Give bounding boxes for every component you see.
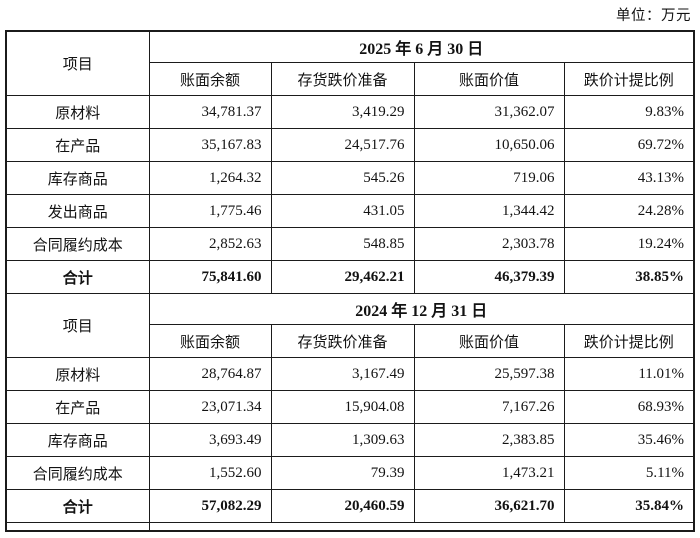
value-cell: 10,650.06 [413,128,565,162]
balance-cell: 35,167.83 [148,128,272,162]
table-row: 合同履约成本 2,852.63 548.85 2,303.78 19.24% [5,227,695,261]
column-header-item: 项目 [5,293,150,358]
section2-date-header: 2024 年 12 月 31 日 [148,293,695,325]
item-cell: 原材料 [5,95,150,129]
provision-cell: 24,517.76 [270,128,415,162]
table-row: 库存商品 1,264.32 545.26 719.06 43.13% [5,161,695,195]
ratio-cell: 68.93% [563,390,695,424]
section1-date-row: 项目 2025 年 6 月 30 日 [5,30,695,96]
column-header-ratio: 跌价计提比例 [563,62,695,96]
item-cell: 库存商品 [5,423,150,457]
column-header-value: 账面价值 [413,62,565,96]
partial-merged-cell [148,522,695,531]
total-ratio-cell: 38.85% [563,260,695,294]
value-cell: 2,383.85 [413,423,565,457]
column-header-value: 账面价值 [413,324,565,358]
column-header-provision: 存货跌价准备 [270,324,415,358]
ratio-cell: 69.72% [563,128,695,162]
provision-cell: 79.39 [270,456,415,490]
table-row: 原材料 34,781.37 3,419.29 31,362.07 9.83% [5,95,695,129]
ratio-cell: 19.24% [563,227,695,261]
item-cell: 原材料 [5,357,150,391]
ratio-cell: 43.13% [563,161,695,195]
total-label-cell: 合计 [5,489,150,523]
balance-cell: 34,781.37 [148,95,272,129]
provision-cell: 548.85 [270,227,415,261]
value-cell: 719.06 [413,161,565,195]
total-ratio-cell: 35.84% [563,489,695,523]
item-cell: 发出商品 [5,194,150,228]
provision-cell: 3,167.49 [270,357,415,391]
ratio-cell: 24.28% [563,194,695,228]
item-cell: 合同履约成本 [5,456,150,490]
item-cell: 在产品 [5,390,150,424]
section2-date-row: 项目 2024 年 12 月 31 日 [5,293,695,358]
value-cell: 7,167.26 [413,390,565,424]
item-cell: 库存商品 [5,161,150,195]
total-label-cell: 合计 [5,260,150,294]
provision-cell: 3,419.29 [270,95,415,129]
table-row: 合同履约成本 1,552.60 79.39 1,473.21 5.11% [5,456,695,490]
table-row: 发出商品 1,775.46 431.05 1,344.42 24.28% [5,194,695,228]
balance-cell: 23,071.34 [148,390,272,424]
balance-cell: 28,764.87 [148,357,272,391]
table-row: 在产品 35,167.83 24,517.76 10,650.06 69.72% [5,128,695,162]
balance-cell: 2,852.63 [148,227,272,261]
provision-cell: 431.05 [270,194,415,228]
balance-cell: 3,693.49 [148,423,272,457]
provision-cell: 1,309.63 [270,423,415,457]
partial-next-row [5,522,695,531]
balance-cell: 1,264.32 [148,161,272,195]
column-header-ratio: 跌价计提比例 [563,324,695,358]
value-cell: 25,597.38 [413,357,565,391]
balance-cell: 1,775.46 [148,194,272,228]
total-row: 合计 75,841.60 29,462.21 46,379.39 38.85% [5,260,695,294]
section2-subheader-row: 账面余额 存货跌价准备 账面价值 跌价计提比例 [6,324,695,358]
total-balance-cell: 75,841.60 [148,260,272,294]
total-value-cell: 36,621.70 [413,489,565,523]
unit-label: 单位：万元 [616,8,691,24]
ratio-cell: 11.01% [563,357,695,391]
ratio-cell: 5.11% [563,456,695,490]
table-row: 在产品 23,071.34 15,904.08 7,167.26 68.93% [5,390,695,424]
value-cell: 31,362.07 [413,95,565,129]
inventory-provision-table: 项目 2025 年 6 月 30 日 账面余额 存货跌价准备 账面价值 跌价计提… [5,30,696,532]
value-cell: 1,473.21 [413,456,565,490]
total-row: 合计 57,082.29 20,460.59 36,621.70 35.84% [5,489,695,523]
item-cell: 合同履约成本 [5,227,150,261]
column-header-item: 项目 [5,30,150,96]
total-provision-cell: 29,462.21 [270,260,415,294]
ratio-cell: 9.83% [563,95,695,129]
balance-cell: 1,552.60 [148,456,272,490]
total-balance-cell: 57,082.29 [148,489,272,523]
total-provision-cell: 20,460.59 [270,489,415,523]
provision-cell: 545.26 [270,161,415,195]
table-row: 库存商品 3,693.49 1,309.63 2,383.85 35.46% [5,423,695,457]
section1-subheader-row: 账面余额 存货跌价准备 账面价值 跌价计提比例 [6,62,695,96]
ratio-cell: 35.46% [563,423,695,457]
provision-cell: 15,904.08 [270,390,415,424]
section1-date-header: 2025 年 6 月 30 日 [148,30,695,63]
item-cell: 在产品 [5,128,150,162]
partial-item-cell [5,522,150,531]
column-header-balance: 账面余额 [148,324,272,358]
table-row: 原材料 28,764.87 3,167.49 25,597.38 11.01% [5,357,695,391]
value-cell: 1,344.42 [413,194,565,228]
value-cell: 2,303.78 [413,227,565,261]
total-value-cell: 46,379.39 [413,260,565,294]
column-header-balance: 账面余额 [148,62,272,96]
column-header-provision: 存货跌价准备 [270,62,415,96]
